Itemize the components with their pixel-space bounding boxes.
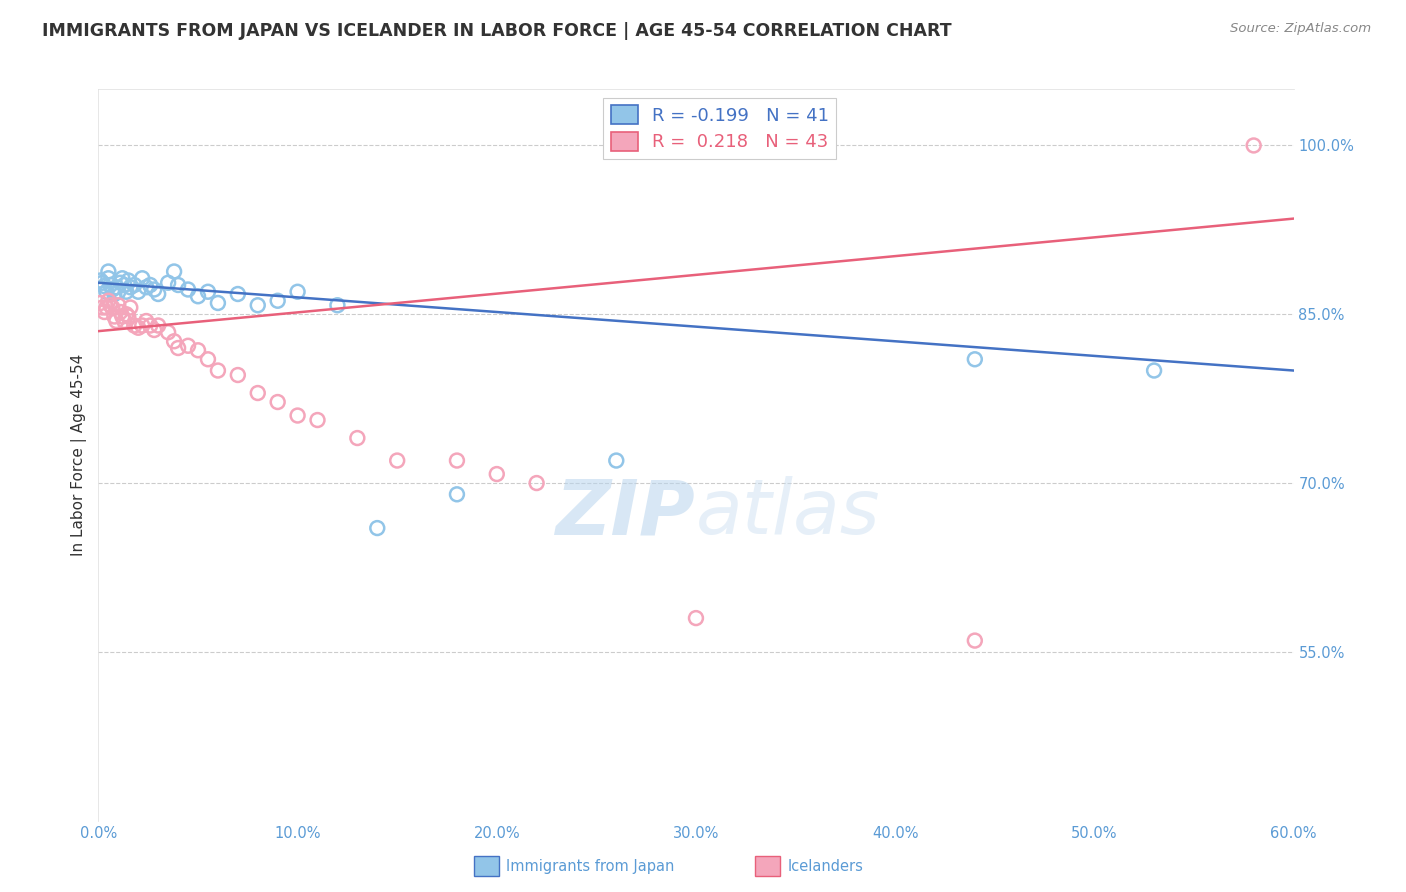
Point bbox=[96, 301, 118, 315]
Point bbox=[167, 341, 190, 355]
Point bbox=[207, 363, 229, 377]
Point bbox=[287, 285, 309, 299]
Point bbox=[963, 352, 986, 367]
Point bbox=[157, 276, 180, 290]
Point bbox=[267, 293, 290, 308]
Point bbox=[131, 271, 153, 285]
Point bbox=[112, 278, 135, 293]
Point bbox=[120, 301, 142, 315]
Point bbox=[101, 283, 124, 297]
Point bbox=[89, 296, 111, 310]
Point bbox=[131, 318, 153, 333]
Point bbox=[127, 285, 149, 299]
Legend: R = -0.199   N = 41, R =  0.218   N = 43: R = -0.199 N = 41, R = 0.218 N = 43 bbox=[603, 98, 837, 159]
Point bbox=[111, 271, 134, 285]
Point bbox=[226, 287, 249, 301]
Point bbox=[100, 298, 122, 312]
Text: atlas: atlas bbox=[696, 476, 880, 550]
Text: ZIP: ZIP bbox=[557, 476, 696, 550]
Point bbox=[187, 289, 209, 303]
Point bbox=[112, 314, 135, 328]
Point bbox=[366, 521, 388, 535]
Point bbox=[187, 343, 209, 358]
Point bbox=[177, 339, 200, 353]
Point bbox=[135, 280, 157, 294]
Point bbox=[110, 276, 132, 290]
Point bbox=[127, 320, 149, 334]
Point bbox=[110, 305, 132, 319]
Point bbox=[115, 307, 138, 321]
Point bbox=[526, 476, 548, 491]
Point bbox=[91, 301, 114, 315]
Point bbox=[207, 296, 229, 310]
Point bbox=[124, 278, 146, 293]
Point bbox=[167, 278, 190, 293]
Point bbox=[89, 273, 111, 287]
Point bbox=[97, 271, 120, 285]
Point bbox=[197, 285, 219, 299]
Point bbox=[446, 487, 468, 501]
Point bbox=[197, 352, 219, 367]
Point bbox=[157, 325, 180, 339]
Point bbox=[1143, 363, 1166, 377]
Point bbox=[163, 264, 186, 278]
Point bbox=[246, 386, 269, 401]
Point bbox=[163, 334, 186, 349]
Point bbox=[97, 264, 120, 278]
Point bbox=[143, 283, 166, 297]
Point bbox=[105, 280, 128, 294]
Point bbox=[446, 453, 468, 467]
Point bbox=[485, 467, 508, 481]
Point bbox=[120, 280, 142, 294]
Point bbox=[267, 395, 290, 409]
Point bbox=[124, 318, 146, 333]
Point bbox=[605, 453, 627, 467]
Point bbox=[148, 287, 170, 301]
Point bbox=[93, 279, 115, 293]
Point bbox=[143, 323, 166, 337]
Point bbox=[100, 278, 122, 293]
Point bbox=[148, 318, 170, 333]
Point bbox=[111, 310, 134, 324]
Text: IMMIGRANTS FROM JAPAN VS ICELANDER IN LABOR FORCE | AGE 45-54 CORRELATION CHART: IMMIGRANTS FROM JAPAN VS ICELANDER IN LA… bbox=[42, 22, 952, 40]
Point bbox=[103, 287, 125, 301]
Point bbox=[326, 298, 349, 312]
Point bbox=[101, 301, 124, 315]
Point bbox=[963, 633, 986, 648]
Y-axis label: In Labor Force | Age 45-54: In Labor Force | Age 45-54 bbox=[72, 354, 87, 556]
Point bbox=[135, 314, 157, 328]
Point bbox=[105, 314, 128, 328]
Point bbox=[115, 285, 138, 299]
Point bbox=[97, 293, 120, 308]
Point bbox=[1243, 138, 1265, 153]
Point bbox=[93, 305, 115, 319]
Text: Icelanders: Icelanders bbox=[787, 859, 863, 873]
Point bbox=[107, 285, 129, 299]
Point bbox=[177, 283, 200, 297]
Point bbox=[346, 431, 368, 445]
Text: Immigrants from Japan: Immigrants from Japan bbox=[506, 859, 675, 873]
Point bbox=[117, 310, 139, 324]
Point bbox=[103, 310, 125, 324]
Point bbox=[287, 409, 309, 423]
Point bbox=[107, 298, 129, 312]
Text: Source: ZipAtlas.com: Source: ZipAtlas.com bbox=[1230, 22, 1371, 36]
Point bbox=[246, 298, 269, 312]
Point bbox=[96, 285, 118, 299]
Point bbox=[139, 278, 162, 293]
Point bbox=[91, 276, 114, 290]
Point bbox=[307, 413, 329, 427]
Point bbox=[385, 453, 409, 467]
Point bbox=[117, 273, 139, 287]
Point bbox=[139, 318, 162, 333]
Point bbox=[226, 368, 249, 382]
Point bbox=[685, 611, 707, 625]
